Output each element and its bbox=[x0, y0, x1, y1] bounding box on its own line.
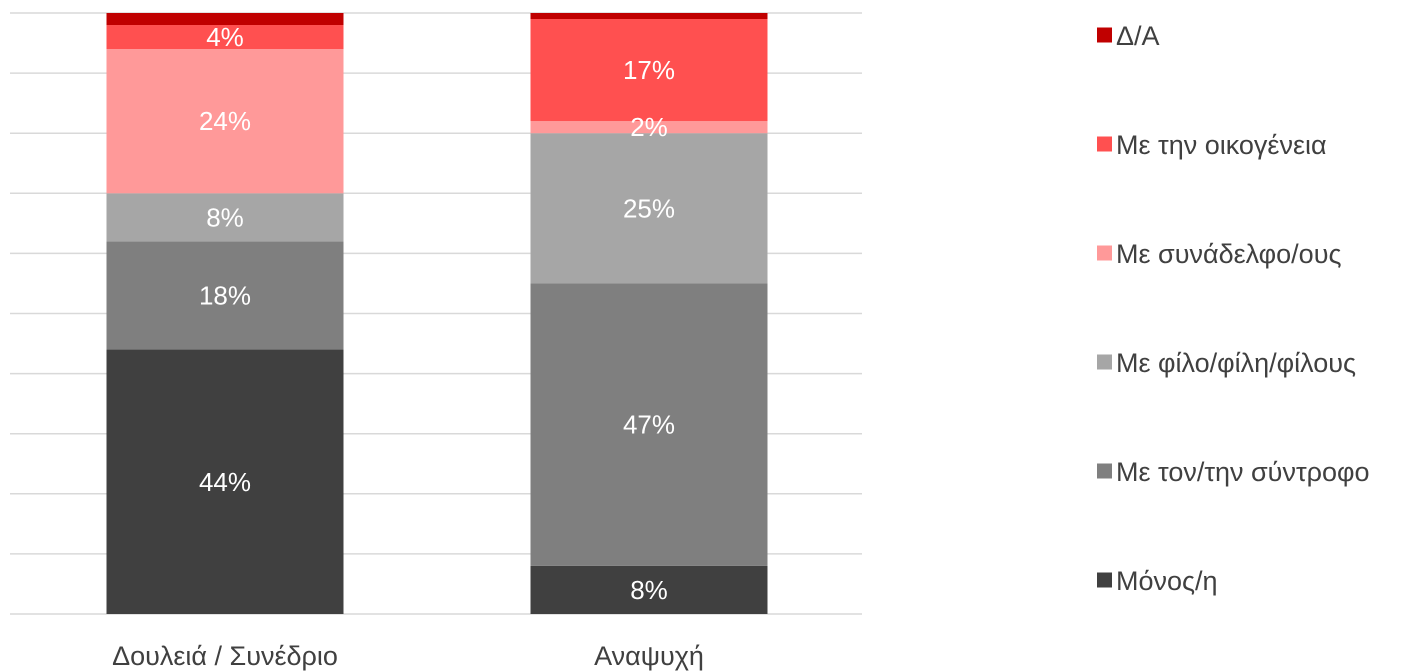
bar-segment bbox=[106, 25, 344, 50]
data-label: 8% bbox=[630, 575, 668, 605]
bar-segment bbox=[530, 19, 768, 122]
data-label: 44% bbox=[199, 467, 251, 497]
bar-segment bbox=[530, 565, 768, 614]
bar-segment bbox=[530, 13, 768, 20]
data-label: 47% bbox=[623, 410, 675, 440]
bar-segment bbox=[106, 49, 344, 194]
data-labels: 44% 18% 8% 24% 4% 8% 47% 25% 2% 17% bbox=[199, 22, 675, 605]
legend-label: Με τον/την σύντροφο bbox=[1116, 457, 1370, 487]
data-label: 17% bbox=[623, 55, 675, 85]
data-label: 8% bbox=[206, 202, 244, 232]
legend-label: Με την οικογένεια bbox=[1116, 130, 1327, 160]
legend-swatch bbox=[1097, 136, 1112, 152]
bar-segment bbox=[530, 283, 768, 566]
legend-swatch bbox=[1097, 572, 1112, 588]
data-label: 4% bbox=[206, 22, 244, 52]
bars bbox=[106, 13, 768, 614]
category-labels: Δουλειά / Συνέδριο Αναψυχή bbox=[112, 641, 704, 671]
legend-swatch bbox=[1097, 245, 1112, 261]
legend-label: Μόνος/η bbox=[1116, 566, 1218, 596]
bar-segment bbox=[106, 241, 344, 350]
bar-segment bbox=[106, 349, 344, 614]
legend-swatch bbox=[1097, 463, 1112, 479]
category-label: Δουλειά / Συνέδριο bbox=[112, 641, 338, 671]
bar-segment bbox=[106, 193, 344, 242]
legend: Δ/Α Με την οικογένεια Με συνάδελφο/ους Με φ… bbox=[1097, 21, 1370, 596]
category-label: Αναψυχή bbox=[594, 641, 704, 671]
data-label: 25% bbox=[623, 193, 675, 223]
legend-label: Με φίλο/φίλη/φίλους bbox=[1116, 348, 1356, 378]
legend-swatch bbox=[1097, 27, 1112, 43]
bar-segment bbox=[530, 121, 768, 134]
bar-segment bbox=[530, 133, 768, 284]
bar-segment bbox=[106, 13, 344, 26]
data-label: 18% bbox=[199, 280, 251, 310]
legend-label: Με συνάδελφο/ους bbox=[1116, 239, 1341, 269]
data-label: 24% bbox=[199, 106, 251, 136]
data-label: 2% bbox=[630, 112, 668, 142]
legend-label: Δ/Α bbox=[1116, 21, 1160, 51]
legend-swatch bbox=[1097, 354, 1112, 370]
